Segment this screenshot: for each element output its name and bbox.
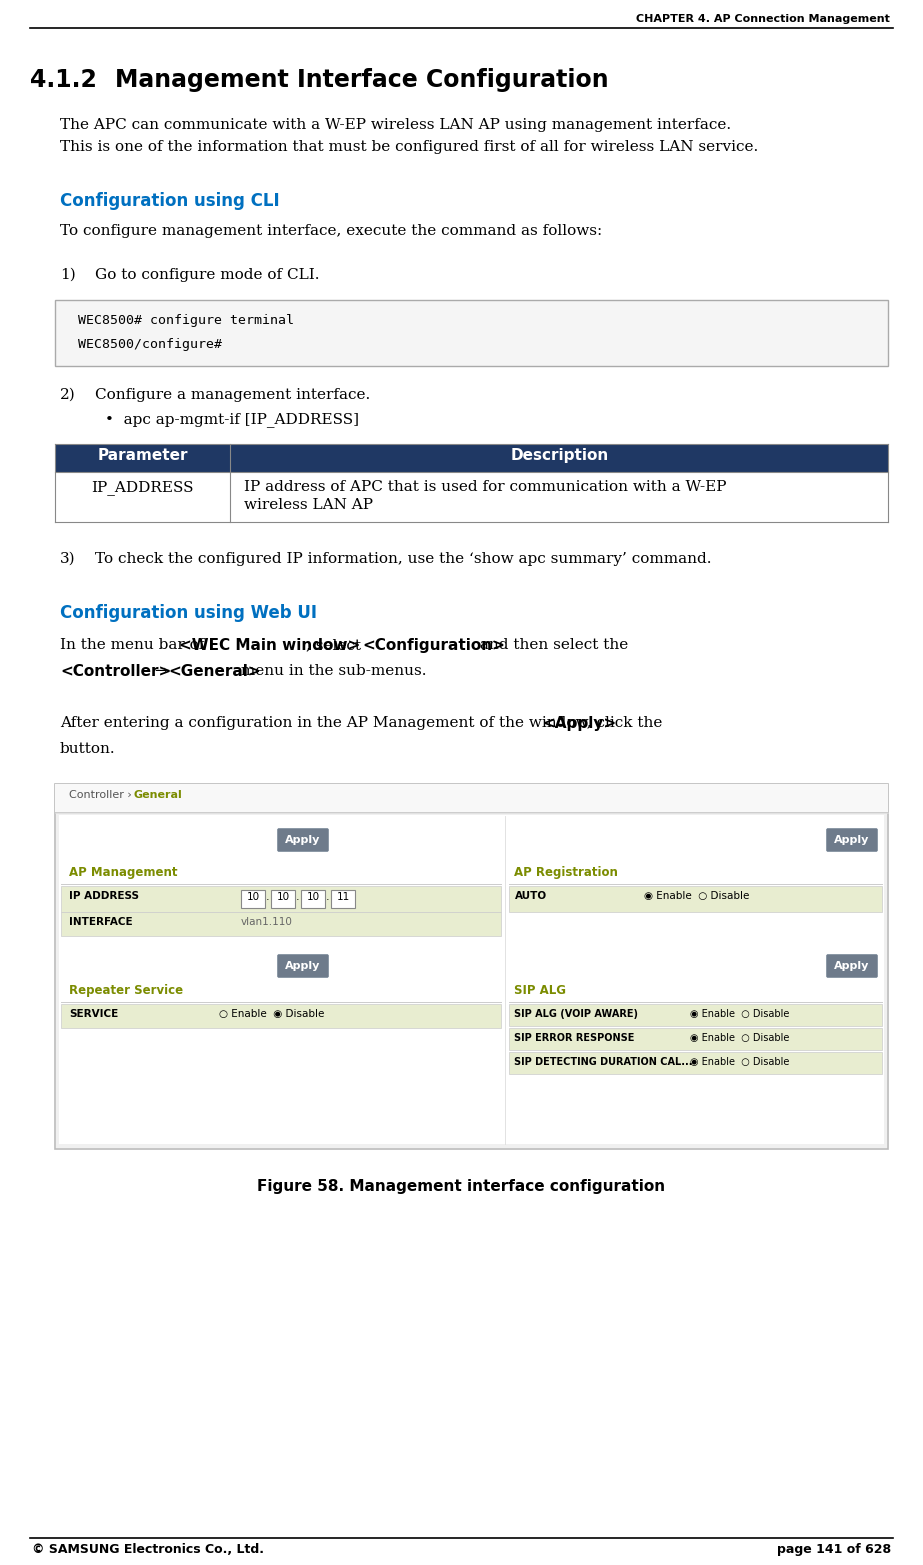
Text: In the menu bar of: In the menu bar of <box>60 639 210 653</box>
Text: Description: Description <box>510 448 609 463</box>
Text: 11: 11 <box>336 892 350 901</box>
Text: Configuration using CLI: Configuration using CLI <box>60 192 280 210</box>
Text: menu in the sub-menus.: menu in the sub-menus. <box>236 664 426 678</box>
Text: .: . <box>296 892 300 901</box>
Text: , select: , select <box>306 639 366 653</box>
Bar <box>509 1005 882 1027</box>
Text: Parameter: Parameter <box>97 448 187 463</box>
Text: To check the configured IP information, use the ‘show apc summary’ command.: To check the configured IP information, … <box>95 552 712 567</box>
Text: SIP ALG: SIP ALG <box>514 984 567 997</box>
Text: © SAMSUNG Electronics Co., Ltd.: © SAMSUNG Electronics Co., Ltd. <box>32 1543 264 1556</box>
Text: Configure a management interface.: Configure a management interface. <box>95 388 370 402</box>
Text: General: General <box>134 790 183 800</box>
Text: Apply: Apply <box>285 836 320 845</box>
Text: AP Registration: AP Registration <box>514 865 618 880</box>
Text: Go to configure mode of CLI.: Go to configure mode of CLI. <box>95 268 319 282</box>
FancyBboxPatch shape <box>826 828 878 851</box>
Text: Apply: Apply <box>834 961 869 970</box>
Bar <box>55 444 888 473</box>
Text: To configure management interface, execute the command as follows:: To configure management interface, execu… <box>60 224 602 238</box>
Text: <Controller>: <Controller> <box>60 664 172 679</box>
Text: <General>: <General> <box>169 664 261 679</box>
Text: WEC8500# configure terminal: WEC8500# configure terminal <box>78 315 294 327</box>
Bar <box>56 812 887 1149</box>
Text: <Apply>: <Apply> <box>543 717 617 731</box>
Bar <box>509 1052 882 1074</box>
Text: Apply: Apply <box>285 961 320 970</box>
Text: 10: 10 <box>246 892 259 901</box>
Text: .: . <box>326 892 330 901</box>
Text: IP address of APC that is used for communication with a W-EP: IP address of APC that is used for commu… <box>244 480 726 495</box>
Text: Controller ›: Controller › <box>69 790 136 800</box>
Text: This is one of the information that must be configured first of all for wireless: This is one of the information that must… <box>60 139 759 153</box>
Text: ◉ Enable  ○ Disable: ◉ Enable ○ Disable <box>689 1033 789 1042</box>
Text: wireless LAN AP: wireless LAN AP <box>244 498 373 512</box>
Text: →: → <box>150 664 173 678</box>
Text: Repeater Service: Repeater Service <box>69 984 183 997</box>
Bar <box>55 784 888 812</box>
Text: Management Interface Configuration: Management Interface Configuration <box>115 67 608 92</box>
Text: Configuration using Web UI: Configuration using Web UI <box>60 604 317 621</box>
Bar <box>301 890 325 908</box>
Bar <box>241 890 265 908</box>
Text: SIP ALG (VOIP AWARE): SIP ALG (VOIP AWARE) <box>514 1009 639 1019</box>
Text: 10: 10 <box>276 892 290 901</box>
FancyBboxPatch shape <box>278 955 329 978</box>
Text: <WEC Main window>: <WEC Main window> <box>179 639 360 653</box>
FancyBboxPatch shape <box>278 828 329 851</box>
Text: 2): 2) <box>60 388 76 402</box>
Text: SIP DETECTING DURATION CAL...: SIP DETECTING DURATION CAL... <box>514 1056 693 1067</box>
Text: 4.1.2: 4.1.2 <box>30 67 97 92</box>
Text: 10: 10 <box>306 892 319 901</box>
Text: WEC8500/configure#: WEC8500/configure# <box>78 338 222 351</box>
Text: The APC can communicate with a W-EP wireless LAN AP using management interface.: The APC can communicate with a W-EP wire… <box>60 117 731 131</box>
Text: vlan1.110: vlan1.110 <box>241 917 293 926</box>
Text: IP_ADDRESS: IP_ADDRESS <box>91 480 194 495</box>
Bar <box>61 912 500 936</box>
Text: button.: button. <box>60 742 115 756</box>
Text: ◉ Enable  ○ Disable: ◉ Enable ○ Disable <box>689 1009 789 1019</box>
Bar <box>55 784 888 1149</box>
Bar <box>509 1028 882 1050</box>
Text: Figure 58. Management interface configuration: Figure 58. Management interface configur… <box>257 1178 665 1194</box>
Text: and then select the: and then select the <box>475 639 629 653</box>
Text: SIP ERROR RESPONSE: SIP ERROR RESPONSE <box>514 1033 635 1042</box>
Text: ○ Enable  ◉ Disable: ○ Enable ◉ Disable <box>219 1009 324 1019</box>
Bar <box>271 890 295 908</box>
Bar <box>61 1005 500 1028</box>
Text: Apply: Apply <box>834 836 869 845</box>
Text: 1): 1) <box>60 268 76 282</box>
Text: <Configuration>: <Configuration> <box>363 639 506 653</box>
Text: page 141 of 628: page 141 of 628 <box>777 1543 891 1556</box>
Text: AP Management: AP Management <box>69 865 177 880</box>
Text: SERVICE: SERVICE <box>69 1009 118 1019</box>
Text: 3): 3) <box>60 552 76 567</box>
Text: ◉ Enable  ○ Disable: ◉ Enable ○ Disable <box>644 890 749 901</box>
Text: .: . <box>266 892 270 901</box>
Bar <box>59 815 884 1144</box>
Bar <box>55 300 888 366</box>
Text: INTERFACE: INTERFACE <box>69 917 133 926</box>
FancyBboxPatch shape <box>826 955 878 978</box>
Bar <box>61 886 500 912</box>
Text: CHAPTER 4. AP Connection Management: CHAPTER 4. AP Connection Management <box>636 14 890 23</box>
Text: AUTO: AUTO <box>514 890 546 901</box>
Bar <box>509 886 882 912</box>
Bar <box>331 890 355 908</box>
Text: After entering a configuration in the AP Management of the window, click the: After entering a configuration in the AP… <box>60 717 667 729</box>
Text: •  apc ap-mgmt-if [IP_ADDRESS]: • apc ap-mgmt-if [IP_ADDRESS] <box>105 412 359 427</box>
Text: IP ADDRESS: IP ADDRESS <box>69 890 139 901</box>
Text: ◉ Enable  ○ Disable: ◉ Enable ○ Disable <box>689 1056 789 1067</box>
